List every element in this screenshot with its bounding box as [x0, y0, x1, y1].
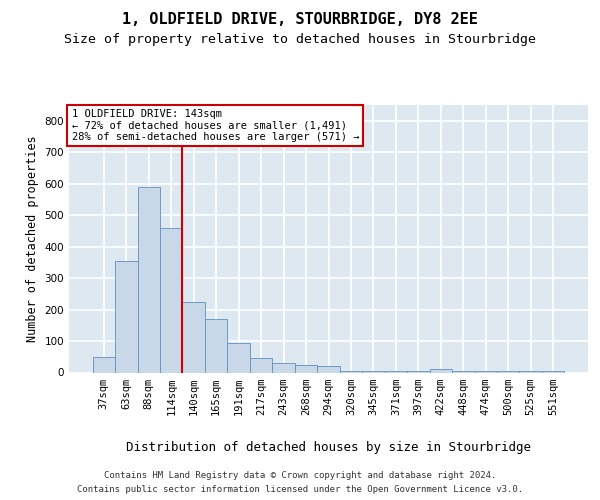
Bar: [340, 371, 362, 372]
Text: Contains HM Land Registry data © Crown copyright and database right 2024.: Contains HM Land Registry data © Crown c…: [104, 472, 496, 480]
Bar: [452, 371, 475, 372]
Bar: [115, 261, 137, 372]
Bar: [182, 302, 205, 372]
Text: Contains public sector information licensed under the Open Government Licence v3: Contains public sector information licen…: [77, 484, 523, 494]
Bar: [250, 358, 272, 372]
Y-axis label: Number of detached properties: Number of detached properties: [26, 136, 39, 342]
Bar: [520, 371, 542, 372]
Bar: [542, 371, 565, 372]
Text: 1 OLDFIELD DRIVE: 143sqm
← 72% of detached houses are smaller (1,491)
28% of sem: 1 OLDFIELD DRIVE: 143sqm ← 72% of detach…: [71, 109, 359, 142]
Bar: [160, 228, 182, 372]
Text: 1, OLDFIELD DRIVE, STOURBRIDGE, DY8 2EE: 1, OLDFIELD DRIVE, STOURBRIDGE, DY8 2EE: [122, 12, 478, 28]
Bar: [497, 371, 520, 372]
Bar: [295, 364, 317, 372]
Bar: [407, 371, 430, 372]
Bar: [385, 371, 407, 372]
Text: Size of property relative to detached houses in Stourbridge: Size of property relative to detached ho…: [64, 32, 536, 46]
Bar: [137, 187, 160, 372]
Bar: [475, 371, 497, 372]
Bar: [317, 366, 340, 372]
Bar: [430, 370, 452, 372]
Bar: [92, 357, 115, 372]
Bar: [362, 371, 385, 372]
Text: Distribution of detached houses by size in Stourbridge: Distribution of detached houses by size …: [127, 441, 532, 454]
Bar: [205, 319, 227, 372]
Bar: [272, 363, 295, 372]
Bar: [227, 342, 250, 372]
